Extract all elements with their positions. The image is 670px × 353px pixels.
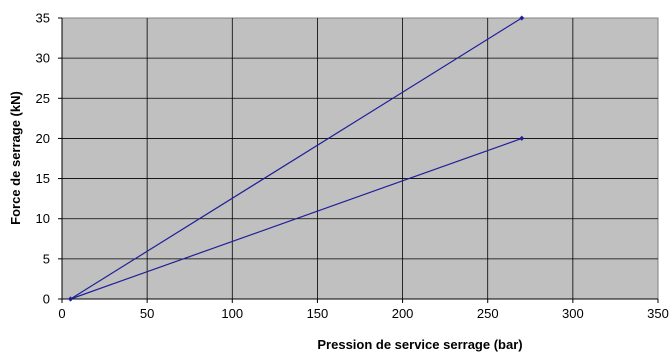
series-2-point [68, 296, 74, 302]
x-tick-label: 250 [477, 306, 499, 321]
x-tick-label: 50 [140, 306, 154, 321]
y-tick-label: 10 [36, 211, 50, 226]
grid-lines [58, 17, 659, 303]
y-tick-label: 5 [43, 251, 50, 266]
series-1-point [519, 15, 525, 21]
y-tick-label: 35 [36, 11, 50, 26]
x-tick-label: 0 [58, 306, 65, 321]
series-2-point [519, 135, 525, 141]
y-tick-label: 25 [36, 91, 50, 106]
y-tick-label: 15 [36, 171, 50, 186]
x-tick-label: 300 [562, 306, 584, 321]
x-tick-label: 100 [221, 306, 243, 321]
series-2-line [70, 137, 522, 300]
x-tick-labels: 0 50 100 150 200 250 300 350 [58, 306, 668, 321]
series-group [68, 15, 525, 302]
y-tick-label: 0 [43, 292, 50, 307]
y-tick-label: 30 [36, 51, 50, 66]
y-axis-title: Force de serrage (kN) [8, 91, 23, 225]
y-tick-label: 20 [36, 131, 50, 146]
plot-area [61, 17, 659, 300]
x-tick-label: 200 [392, 306, 414, 321]
y-tick-labels: 0 5 10 15 20 25 30 35 [36, 11, 50, 307]
x-axis-title: Pression de service serrage (bar) [317, 337, 522, 352]
x-tick-label: 150 [307, 306, 329, 321]
series-1-line [70, 17, 523, 300]
x-tick-label: 350 [647, 306, 669, 321]
